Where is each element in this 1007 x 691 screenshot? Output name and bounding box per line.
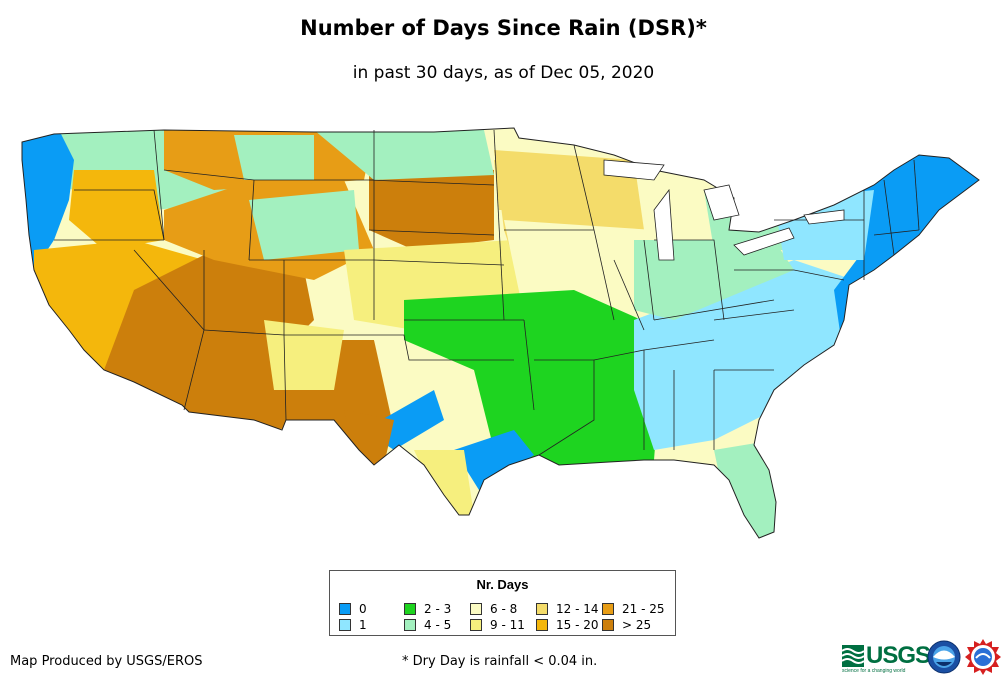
legend-item-7: 15 - 20: [536, 618, 599, 632]
legend-label: 2 - 3: [424, 602, 452, 616]
legend-label: 6 - 8: [490, 602, 518, 616]
zone-florida-mint: [714, 440, 789, 538]
legend-item-5: 9 - 11: [470, 618, 525, 632]
usgs-tagline: science for a changing world: [842, 668, 906, 674]
legend-item-3: 4 - 5: [404, 618, 451, 632]
legend-swatch: [404, 603, 416, 615]
usgs-wave-icon: [842, 645, 864, 667]
great-lakes: [603, 159, 845, 261]
dsr-zones: [22, 128, 979, 538]
legend: Nr. Days 0 1 2 - 3 4 - 5 6 - 8 9 - 11 12…: [329, 570, 676, 636]
zone-montana-mint: [234, 135, 314, 180]
zone-south-central-green: [404, 290, 664, 465]
map-credit: Map Produced by USGS/EROS: [10, 654, 203, 669]
zone-north-dakota-mint: [314, 130, 494, 180]
footnote: * Dry Day is rainfall < 0.04 in.: [402, 654, 598, 669]
legend-item-2: 2 - 3: [404, 602, 451, 616]
legend-label: 9 - 11: [490, 618, 525, 632]
us-map-svg: [21, 127, 980, 539]
legend-label: 4 - 5: [424, 618, 452, 632]
us-map: [14, 120, 999, 545]
legend-item-8: 21 - 25: [602, 602, 665, 616]
agency-logos: USGS science for a changing world: [842, 636, 1002, 681]
legend-swatch: [536, 603, 548, 615]
legend-swatch: [404, 619, 416, 631]
legend-item-9: > 25: [602, 618, 651, 632]
legend-swatch: [536, 619, 548, 631]
legend-item-1: 1: [339, 618, 367, 632]
usgs-logo-icon: USGS: [842, 642, 931, 670]
usgs-wordmark: USGS: [866, 642, 931, 669]
legend-label: 0: [359, 602, 367, 616]
legend-swatch: [602, 619, 614, 631]
map-title: Number of Days Since Rain (DSR)*: [300, 16, 707, 40]
map-subtitle: in past 30 days, as of Dec 05, 2020: [352, 63, 655, 83]
legend-swatch: [470, 603, 482, 615]
zone-south-texas-light: [414, 450, 474, 515]
legend-label: 21 - 25: [622, 602, 665, 616]
legend-label: 1: [359, 618, 367, 632]
legend-item-6: 12 - 14: [536, 602, 599, 616]
zone-nm-light: [264, 320, 344, 390]
legend-label: 15 - 20: [556, 618, 599, 632]
legend-swatch: [602, 603, 614, 615]
legend-swatch: [470, 619, 482, 631]
legend-label: 12 - 14: [556, 602, 599, 616]
zone-mid-atlantic-lightblue: [774, 190, 874, 260]
zone-upper-midwest-orange: [494, 160, 559, 210]
noaa-seal-icon: [927, 640, 961, 674]
legend-swatch: [339, 603, 351, 615]
legend-item-4: 6 - 8: [470, 602, 517, 616]
zone-gulf-blue: [454, 430, 534, 490]
legend-swatch: [339, 619, 351, 631]
legend-title: Nr. Days: [476, 577, 529, 592]
nws-seal-icon: [965, 639, 1001, 675]
legend-label: > 25: [622, 618, 652, 632]
zone-southwest-brown: [104, 250, 314, 430]
zone-wyoming-mint: [249, 190, 359, 260]
legend-item-0: 0: [339, 602, 367, 616]
zone-iowa-pale: [504, 220, 654, 315]
state-borders: [21, 127, 980, 539]
